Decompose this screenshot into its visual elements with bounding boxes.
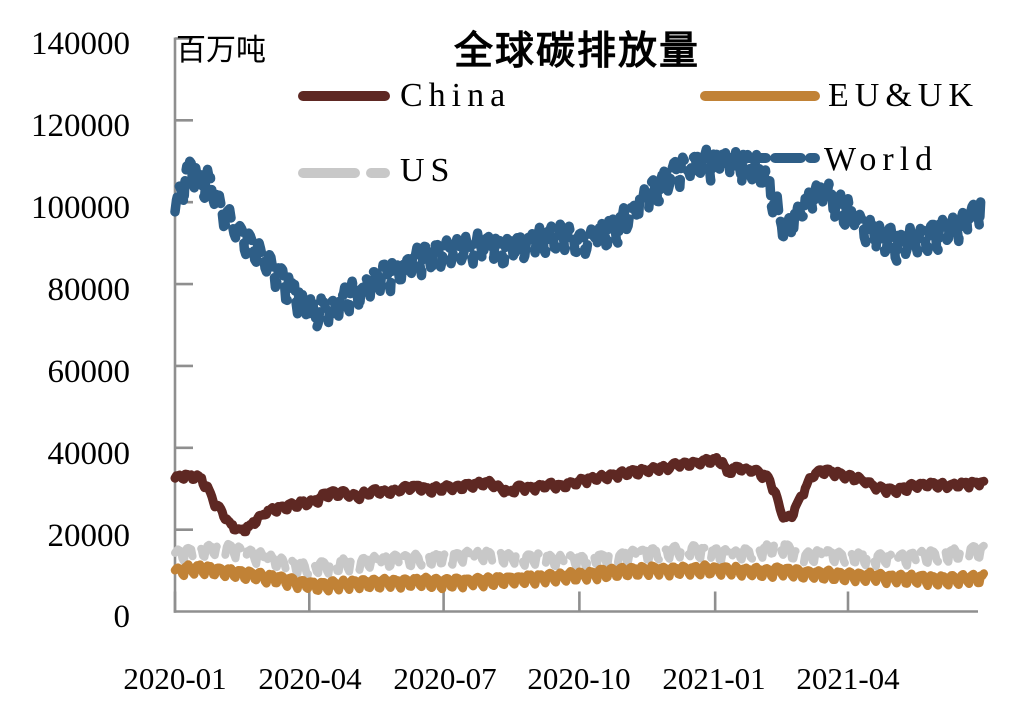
- legend-sample-china: [298, 91, 390, 101]
- y-tick-label-60000: 60000: [47, 354, 131, 390]
- y-tick-label-120000: 120000: [31, 108, 130, 144]
- legend-label-us: US: [400, 152, 456, 189]
- y-tick-label-100000: 100000: [31, 190, 130, 226]
- legend-label-eu-uk: EU&UK: [828, 77, 979, 114]
- x-tick-label-2020-01: 2020-01: [123, 661, 227, 696]
- y-axis-unit-label: 百万吨: [176, 34, 266, 67]
- legend-sample-eu-uk: [700, 91, 820, 101]
- x-tick-label-2020-10: 2020-10: [527, 661, 631, 696]
- y-tick-label-80000: 80000: [47, 272, 131, 308]
- x-tick-label-2020-04: 2020-04: [258, 661, 362, 696]
- y-tick-label-40000: 40000: [47, 436, 131, 472]
- legend-label-china: China: [400, 77, 512, 114]
- legend-label-world: World: [824, 141, 939, 178]
- legend-sample-world: [700, 153, 820, 163]
- y-tick-label-0: 0: [113, 599, 131, 635]
- chart-title: 全球碳排放量: [453, 30, 700, 73]
- x-tick-label-2021-04: 2021-04: [796, 661, 900, 696]
- y-tick-label-140000: 140000: [31, 26, 130, 62]
- y-tick-label-20000: 20000: [47, 518, 131, 554]
- legend-sample-us: [298, 168, 390, 178]
- x-tick-label-2020-07: 2020-07: [393, 661, 497, 696]
- x-tick-label-2021-01: 2021-01: [662, 661, 766, 696]
